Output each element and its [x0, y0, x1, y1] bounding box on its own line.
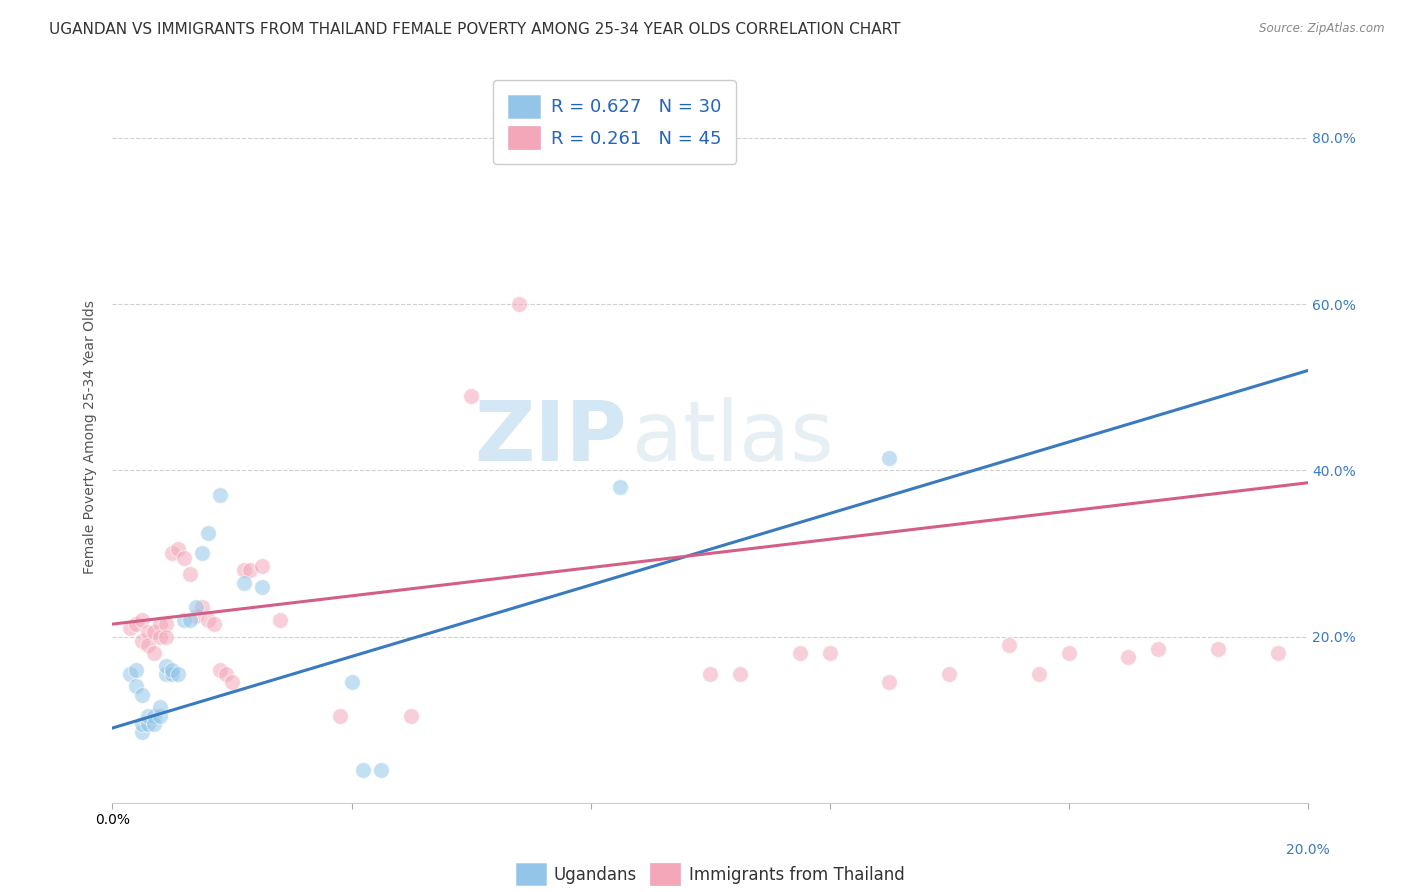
Point — [998, 638, 1021, 652]
Point — [143, 646, 166, 660]
Point — [149, 630, 172, 644]
Point — [1206, 642, 1229, 657]
Point — [143, 708, 166, 723]
Point — [460, 388, 482, 402]
Point — [155, 667, 177, 681]
Point — [149, 708, 172, 723]
Point — [233, 575, 256, 590]
Point — [186, 608, 208, 623]
Text: atlas: atlas — [633, 397, 834, 477]
Point — [131, 613, 153, 627]
Point — [1057, 646, 1080, 660]
Point — [209, 488, 232, 502]
Point — [149, 700, 172, 714]
Point — [938, 667, 960, 681]
Y-axis label: Female Poverty Among 25-34 Year Olds: Female Poverty Among 25-34 Year Olds — [83, 300, 97, 574]
Point — [131, 688, 153, 702]
Point — [167, 667, 190, 681]
Point — [155, 630, 177, 644]
Point — [138, 625, 160, 640]
Point — [401, 708, 423, 723]
Point — [167, 542, 190, 557]
Point — [1028, 667, 1050, 681]
Point — [143, 625, 166, 640]
Point — [370, 763, 392, 777]
Point — [173, 613, 195, 627]
Legend: Ugandans, Immigrants from Thailand: Ugandans, Immigrants from Thailand — [508, 855, 912, 892]
Point — [162, 546, 183, 560]
Point — [789, 646, 811, 660]
Point — [162, 667, 183, 681]
Point — [138, 716, 160, 731]
Point — [215, 667, 238, 681]
Point — [1147, 642, 1170, 657]
Point — [131, 725, 153, 739]
Point — [131, 716, 153, 731]
Point — [209, 663, 232, 677]
Text: ZIP: ZIP — [474, 397, 627, 477]
Text: 20.0%: 20.0% — [1285, 843, 1330, 857]
Point — [233, 563, 256, 577]
Point — [162, 663, 183, 677]
Point — [221, 675, 243, 690]
Text: UGANDAN VS IMMIGRANTS FROM THAILAND FEMALE POVERTY AMONG 25-34 YEAR OLDS CORRELA: UGANDAN VS IMMIGRANTS FROM THAILAND FEMA… — [49, 22, 901, 37]
Point — [728, 667, 751, 681]
Point — [120, 667, 142, 681]
Text: Source: ZipAtlas.com: Source: ZipAtlas.com — [1260, 22, 1385, 36]
Point — [1267, 646, 1289, 660]
Point — [818, 646, 841, 660]
Point — [197, 613, 219, 627]
Point — [609, 147, 631, 161]
Point — [186, 600, 208, 615]
Point — [239, 563, 262, 577]
Point — [202, 617, 225, 632]
Point — [250, 558, 273, 573]
Point — [138, 638, 160, 652]
Point — [131, 633, 153, 648]
Point — [197, 525, 219, 540]
Point — [155, 658, 177, 673]
Point — [699, 667, 721, 681]
Point — [340, 675, 363, 690]
Point — [173, 550, 195, 565]
Point — [329, 708, 352, 723]
Point — [149, 617, 172, 632]
Point — [191, 600, 214, 615]
Point — [879, 450, 901, 465]
Point — [125, 663, 148, 677]
Point — [353, 763, 375, 777]
Point — [125, 617, 148, 632]
Point — [120, 621, 142, 635]
Point — [179, 613, 201, 627]
Point — [269, 613, 291, 627]
Point — [125, 680, 148, 694]
Point — [179, 567, 201, 582]
Point — [1118, 650, 1140, 665]
Point — [138, 708, 160, 723]
Point — [250, 580, 273, 594]
Point — [879, 675, 901, 690]
Point — [143, 716, 166, 731]
Point — [155, 617, 177, 632]
Point — [191, 546, 214, 560]
Point — [609, 480, 631, 494]
Point — [508, 297, 530, 311]
